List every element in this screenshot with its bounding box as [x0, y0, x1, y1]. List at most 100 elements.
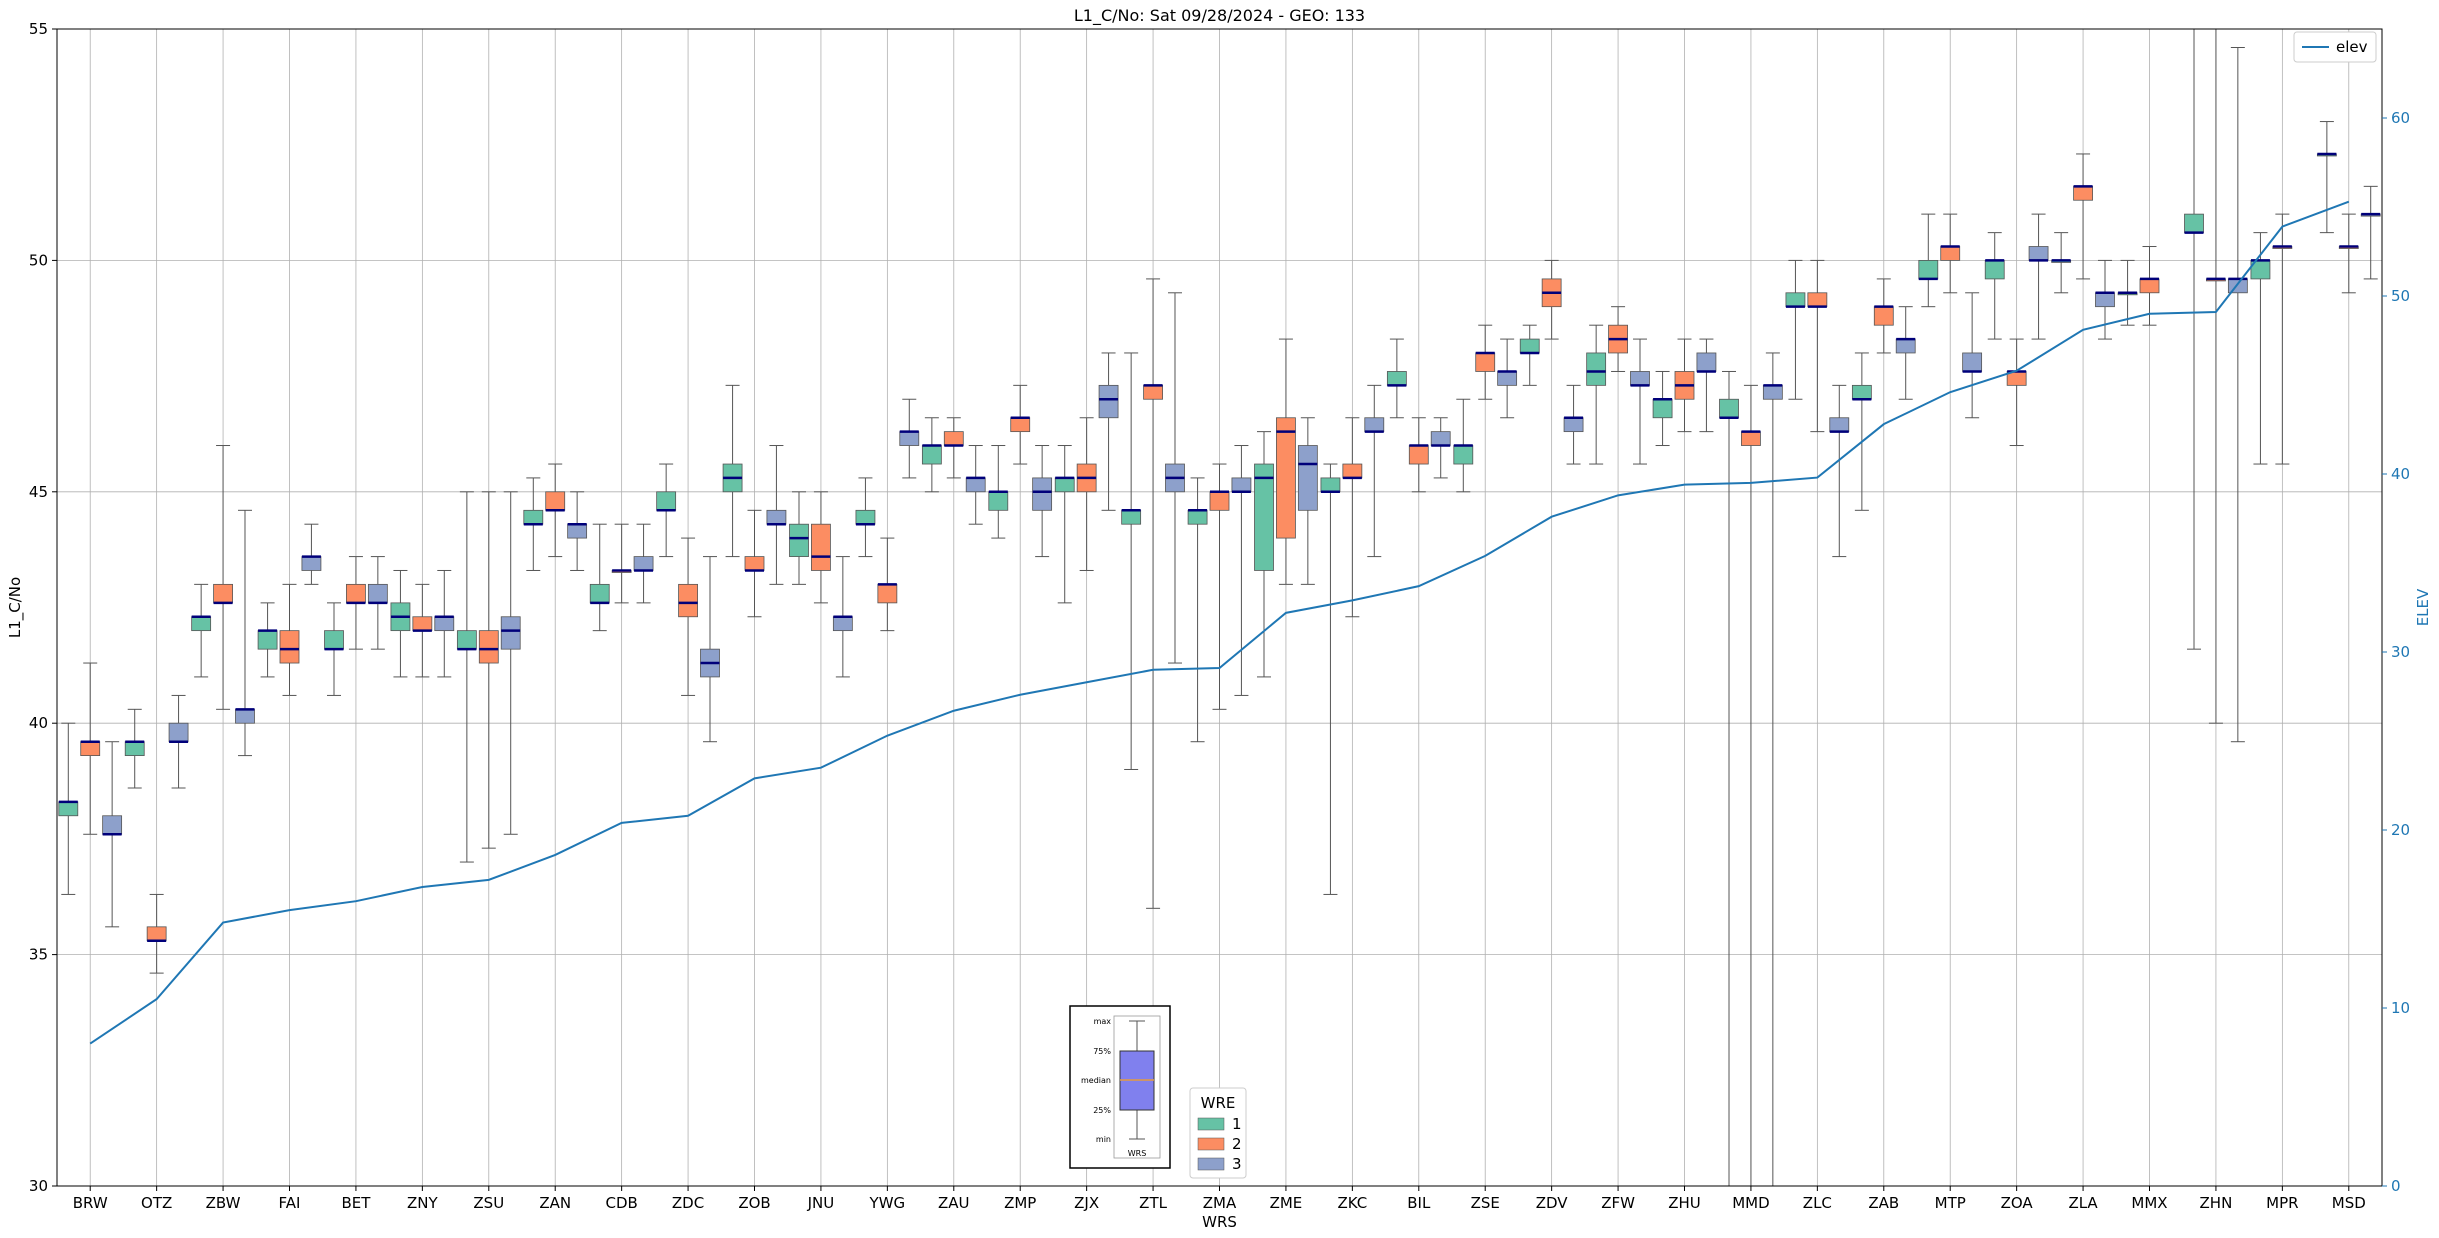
box-MTP-wre3 [1962, 352, 1983, 372]
x-tick-label-YWG: YWG [869, 1194, 906, 1212]
x-tick-label-ZNY: ZNY [407, 1194, 438, 1212]
box-FAI-wre2 [279, 630, 300, 664]
box-ZHN-wre1 [2184, 213, 2204, 234]
x-tick-label-MTP: MTP [1935, 1194, 1966, 1212]
box-ZTL-wre2 [1143, 384, 1163, 400]
x-tick-label-ZAB: ZAB [1868, 1194, 1899, 1212]
box-ZAB-wre2 [1873, 306, 1894, 326]
y2-axis-label: ELEV [2414, 588, 2432, 626]
whiskers [61, 28, 2378, 1187]
y2-tick-label-50: 50 [2391, 287, 2410, 305]
x-tick-label-ZOA: ZOA [2001, 1194, 2034, 1212]
box-ZFW-wre3 [1630, 371, 1650, 386]
y-tick-label-40: 40 [29, 714, 48, 732]
y-tick-label-35: 35 [29, 946, 48, 964]
x-axis-label: WRS [1202, 1213, 1237, 1231]
x-tick-label-ZMP: ZMP [1004, 1194, 1036, 1212]
box-ZLC-wre3 [1829, 417, 1850, 433]
box-ZLC-wre2 [1807, 292, 1828, 308]
box-ZME-wre1 [1254, 463, 1274, 571]
box-key-label-q3: 75% [1093, 1047, 1111, 1056]
x-tick-label-JNU: JNU [807, 1194, 835, 1212]
box-BIL-wre1 [1386, 371, 1407, 386]
x-tick-label-ZKC: ZKC [1337, 1194, 1367, 1212]
box-MMD-wre2 [1741, 431, 1761, 446]
box-FAI-wre1 [257, 630, 278, 650]
box-MMX-wre2 [2139, 278, 2160, 294]
box-ZHU-wre3 [1696, 352, 1717, 372]
box-ZMA-wre2 [1209, 491, 1230, 511]
box-ZSU-wre3 [500, 616, 521, 650]
wre-legend-swatch-2 [1197, 1137, 1225, 1151]
box-ZLC-wre1 [1785, 292, 1806, 308]
box-ZSU-wre1 [456, 630, 477, 650]
box-FAI-wre3 [301, 556, 322, 571]
box-BRW-wre3 [102, 815, 123, 835]
elev-line [89, 200, 2350, 1045]
x-tick-label-ZSE: ZSE [1471, 1194, 1500, 1212]
y-tick-label-55: 55 [29, 20, 48, 38]
x-tick-label-MSD: MSD [2332, 1194, 2366, 1212]
box-key-label-q1: 25% [1093, 1106, 1111, 1115]
y-axis-ticks: 30 35 40 45 50 55 [29, 20, 57, 1195]
box-ZMP-wre1 [988, 491, 1009, 511]
x-tick-label-ZTL: ZTL [1139, 1194, 1167, 1212]
x-tick-label-MPR: MPR [2266, 1194, 2298, 1212]
box-OTZ-wre3 [168, 722, 189, 743]
y-tick-label-30: 30 [29, 1177, 48, 1195]
x-tick-label-BRW: BRW [73, 1194, 108, 1212]
wre-legend-title: WRE [1201, 1094, 1236, 1112]
box-JNU-wre1 [789, 523, 809, 557]
x-tick-label-ZHU: ZHU [1668, 1194, 1701, 1212]
box-ZKC-wre2 [1342, 463, 1363, 479]
box-ZSU-wre2 [478, 630, 499, 664]
box-CDB-wre1 [589, 583, 610, 604]
box-ZMP-wre2 [1010, 417, 1031, 433]
box-ZJX-wre1 [1054, 477, 1075, 493]
medians [58, 152, 2381, 942]
x-tick-label-ZJX: ZJX [1074, 1194, 1099, 1212]
x-tick-label-ZDC: ZDC [672, 1194, 704, 1212]
wre-legend-label-1: 1 [1232, 1115, 1242, 1133]
y2-tick-label-60: 60 [2391, 109, 2410, 127]
box-ZJX-wre3 [1098, 384, 1119, 419]
box-ZHU-wre1 [1652, 398, 1673, 419]
x-tick-label-OTZ: OTZ [141, 1194, 172, 1212]
box-BIL-wre3 [1430, 431, 1451, 446]
box-ZOA-wre1 [1984, 259, 2005, 280]
x-tick-label-ZHN: ZHN [2200, 1194, 2233, 1212]
x-tick-label-ZOB: ZOB [738, 1194, 770, 1212]
box-OTZ-wre1 [124, 741, 145, 756]
y2-axis-ticks: 0 10 20 30 40 50 60 [2382, 109, 2410, 1195]
box-ZMA-wre1 [1187, 509, 1208, 525]
y2-tick-label-0: 0 [2391, 1177, 2401, 1195]
box-ZAN-wre1 [523, 509, 544, 525]
y2-tick-label-20: 20 [2391, 821, 2410, 839]
box-ZOB-wre3 [766, 509, 787, 525]
box-ZKC-wre1 [1320, 477, 1341, 493]
box-key-inner-frame [1113, 1015, 1161, 1159]
box-OTZ-wre2 [146, 926, 167, 942]
x-tick-label-ZDV: ZDV [1536, 1194, 1569, 1212]
wre-legend-swatch-1 [1197, 1117, 1225, 1131]
box-key-label-median: median [1081, 1076, 1111, 1085]
x-tick-label-FAI: FAI [279, 1194, 301, 1212]
x-tick-label-MMD: MMD [1732, 1194, 1769, 1212]
y2-tick-label-10: 10 [2391, 999, 2410, 1017]
y-tick-label-45: 45 [29, 483, 48, 501]
box-ZME-wre3 [1297, 445, 1318, 511]
line-legend: elev [2293, 31, 2377, 63]
box-key-label-max: max [1094, 1017, 1112, 1026]
x-tick-label-CDB: CDB [605, 1194, 637, 1212]
elev-line-group [89, 200, 2350, 1045]
x-tick-label-BIL: BIL [1407, 1194, 1431, 1212]
box-ZLA-wre2 [2073, 185, 2093, 201]
box-key-caption: WRS [1128, 1149, 1147, 1158]
box-ZTL-wre1 [1121, 509, 1142, 525]
box-ZLA-wre3 [2095, 292, 2115, 308]
box-ZHN-wre3 [2227, 278, 2248, 294]
box-YWG-wre2 [877, 583, 898, 604]
y-axis-label: L1_C/No [6, 577, 25, 638]
x-tick-label-ZLC: ZLC [1803, 1194, 1832, 1212]
x-tick-label-MMX: MMX [2131, 1194, 2167, 1212]
